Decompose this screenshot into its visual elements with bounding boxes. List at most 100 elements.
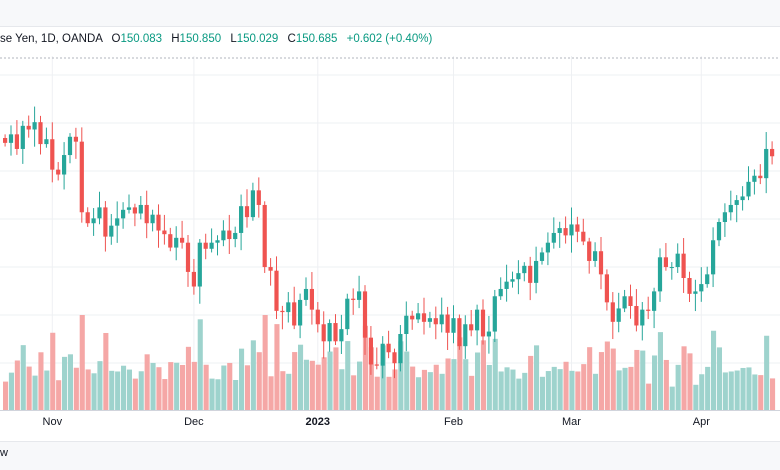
volume-bar	[528, 355, 534, 410]
candle-down	[581, 231, 586, 242]
volume-bar	[221, 365, 227, 410]
candle-down	[663, 257, 668, 268]
volume-bar	[309, 360, 315, 410]
volume-bar	[416, 377, 422, 410]
candle-up	[764, 148, 769, 179]
candle-up	[357, 291, 362, 300]
candle-up	[126, 207, 132, 210]
candle-up	[498, 288, 503, 297]
volume-bar	[333, 347, 339, 410]
volume-bar	[38, 352, 44, 410]
candle-down	[610, 302, 615, 322]
volume-bar	[280, 371, 286, 410]
time-axis[interactable]	[0, 410, 780, 441]
candle-down	[392, 352, 397, 364]
candle-up	[522, 265, 527, 274]
volume-bar	[563, 361, 569, 410]
volume-bar	[516, 378, 522, 410]
candle-up	[746, 181, 751, 197]
volume-bar	[62, 356, 68, 410]
candle-down	[144, 204, 149, 224]
candle-down	[309, 288, 314, 310]
volume-bar	[115, 371, 121, 410]
candle-down	[634, 306, 639, 326]
candle-up	[711, 240, 716, 275]
candle-down	[421, 313, 427, 322]
volume-bar	[758, 375, 764, 410]
volume-bar	[610, 348, 616, 410]
candle-up	[657, 257, 663, 292]
volume-bar	[622, 367, 628, 410]
symbol-label: se Yen, 1D, OANDA	[0, 33, 103, 45]
footer-label: w	[0, 447, 8, 459]
close-value: 150.685	[295, 33, 338, 45]
high-label: H	[171, 33, 180, 45]
candle-down	[687, 278, 692, 294]
volume-bar	[669, 386, 675, 410]
volume-bar	[475, 352, 481, 410]
volume-bar	[386, 376, 392, 410]
candle-up	[622, 296, 627, 309]
volume-bar	[604, 341, 610, 410]
volume-bar	[711, 330, 717, 410]
candle-up	[91, 218, 96, 224]
low-label: L	[230, 33, 237, 45]
volume-bar	[174, 362, 180, 410]
volume-bar	[85, 369, 91, 410]
volume-bar	[640, 350, 646, 410]
volume-bar	[734, 370, 740, 410]
candle-up	[716, 222, 722, 241]
volume-bar	[50, 332, 56, 410]
volume-bar	[132, 378, 138, 410]
candle-down	[770, 148, 775, 157]
volume-bar	[410, 366, 416, 410]
volume-bar	[752, 374, 758, 410]
volume-bar	[197, 319, 203, 410]
volume-bar	[203, 364, 209, 410]
candle-up	[616, 308, 621, 322]
volume-bar	[156, 367, 162, 410]
volume-bar	[770, 378, 776, 410]
candle-down	[321, 324, 326, 342]
volume-bar	[598, 352, 604, 410]
candle-down	[368, 337, 373, 365]
volume-bar	[545, 371, 551, 410]
candle-down	[333, 323, 338, 342]
volume-bar	[740, 367, 746, 410]
volume-bar	[675, 364, 681, 410]
candle-down	[268, 267, 273, 271]
high-value: 150.850	[179, 33, 222, 45]
candle-up	[539, 252, 545, 261]
volume-bar	[634, 349, 640, 410]
candle-up	[669, 267, 674, 269]
candle-up	[8, 134, 14, 143]
candle-up	[705, 274, 710, 285]
volume-bar	[657, 332, 663, 410]
candle-up	[345, 298, 350, 330]
candle-up	[32, 122, 37, 130]
volume-bar	[628, 366, 634, 410]
x-tick-label: Feb	[444, 416, 463, 428]
volume-bar	[339, 369, 345, 410]
change-value: +0.602 (+0.40%)	[346, 33, 433, 45]
volume-bar	[587, 347, 593, 410]
volume-bar	[298, 344, 304, 410]
volume-bar	[315, 364, 321, 410]
candle-down	[26, 125, 31, 130]
volume-bar	[486, 364, 492, 410]
candlestick-chart[interactable]	[0, 0, 780, 410]
candle-up	[327, 323, 332, 342]
candle-up	[693, 291, 698, 294]
volume-bar	[551, 366, 557, 410]
candle-up	[221, 230, 226, 241]
volume-bar	[492, 338, 498, 410]
volume-bar	[693, 384, 699, 410]
candle-up	[121, 209, 126, 219]
candle-down	[681, 253, 686, 278]
volume-bar	[150, 362, 156, 410]
candle-up	[734, 200, 739, 205]
candle-up	[239, 206, 244, 233]
volume-bar	[91, 373, 97, 410]
volume-bar	[233, 380, 239, 410]
candle-down	[38, 122, 43, 145]
